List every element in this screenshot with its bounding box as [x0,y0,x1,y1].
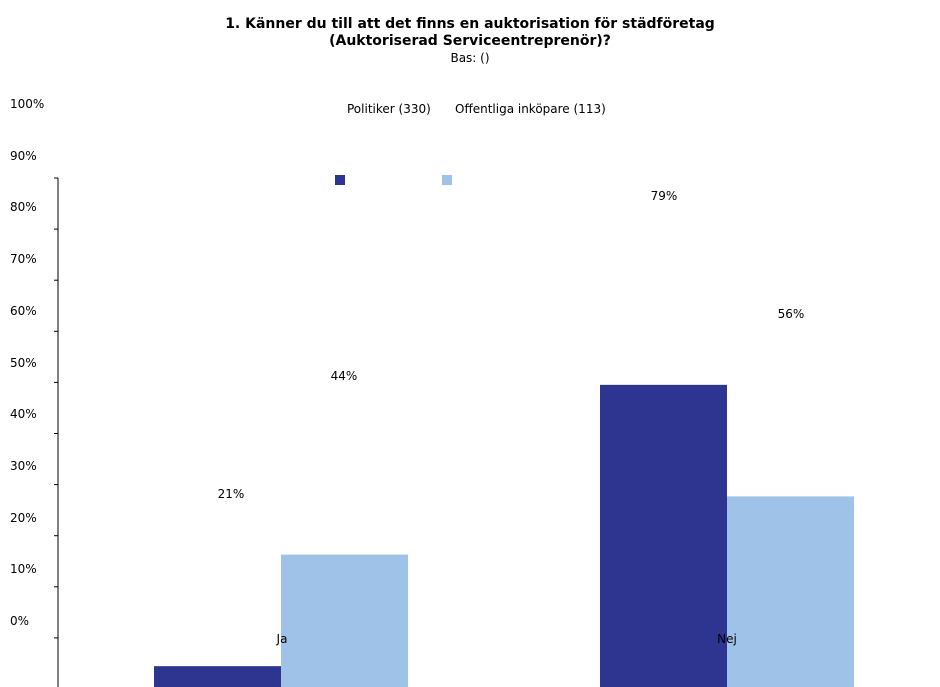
bar-offentliga-inkopare-ja [281,554,408,687]
chart-subtitle: Bas: () [450,51,490,65]
y-tick-label: 90% [10,148,37,163]
y-tick-label: 0% [10,614,30,628]
y-tick-label: 60% [10,303,37,318]
bar-politiker-nej [600,384,727,687]
y-tick-label: 50% [10,355,37,370]
bar-politiker-ja [154,666,281,687]
legend-swatch-offentliga-inkopare [442,175,452,185]
data-label: 79% [650,189,678,203]
chart-title-line-2: (Auktoriserad Serviceentreprenör)? [329,33,611,49]
legend-label-politiker: Politiker (330) [347,102,431,116]
legend-label-offentliga-inkopare: Offentliga inköpare (113) [455,102,606,116]
chart-title-line-1: 1. Känner du till att det finns en aukto… [225,16,715,32]
data-label: 44% [330,369,358,383]
bar-offentliga-inkopare-nej [727,496,854,687]
data-label: 21% [217,487,245,501]
y-tick-label: 10% [10,562,37,577]
y-tick-label: 20% [10,510,37,525]
category-label: Ja [276,632,288,646]
y-tick-label: 70% [10,252,37,267]
chart-title: 1. Känner du till att det finns en aukto… [0,16,940,50]
category-label: Nej [717,632,737,646]
y-tick-label: 30% [10,458,37,473]
data-label: 56% [777,307,805,321]
y-tick-label: 80% [10,200,37,215]
y-tick-label: 100% [10,97,45,111]
y-tick-label: 40% [10,407,37,422]
legend-swatch-politiker [335,175,345,185]
